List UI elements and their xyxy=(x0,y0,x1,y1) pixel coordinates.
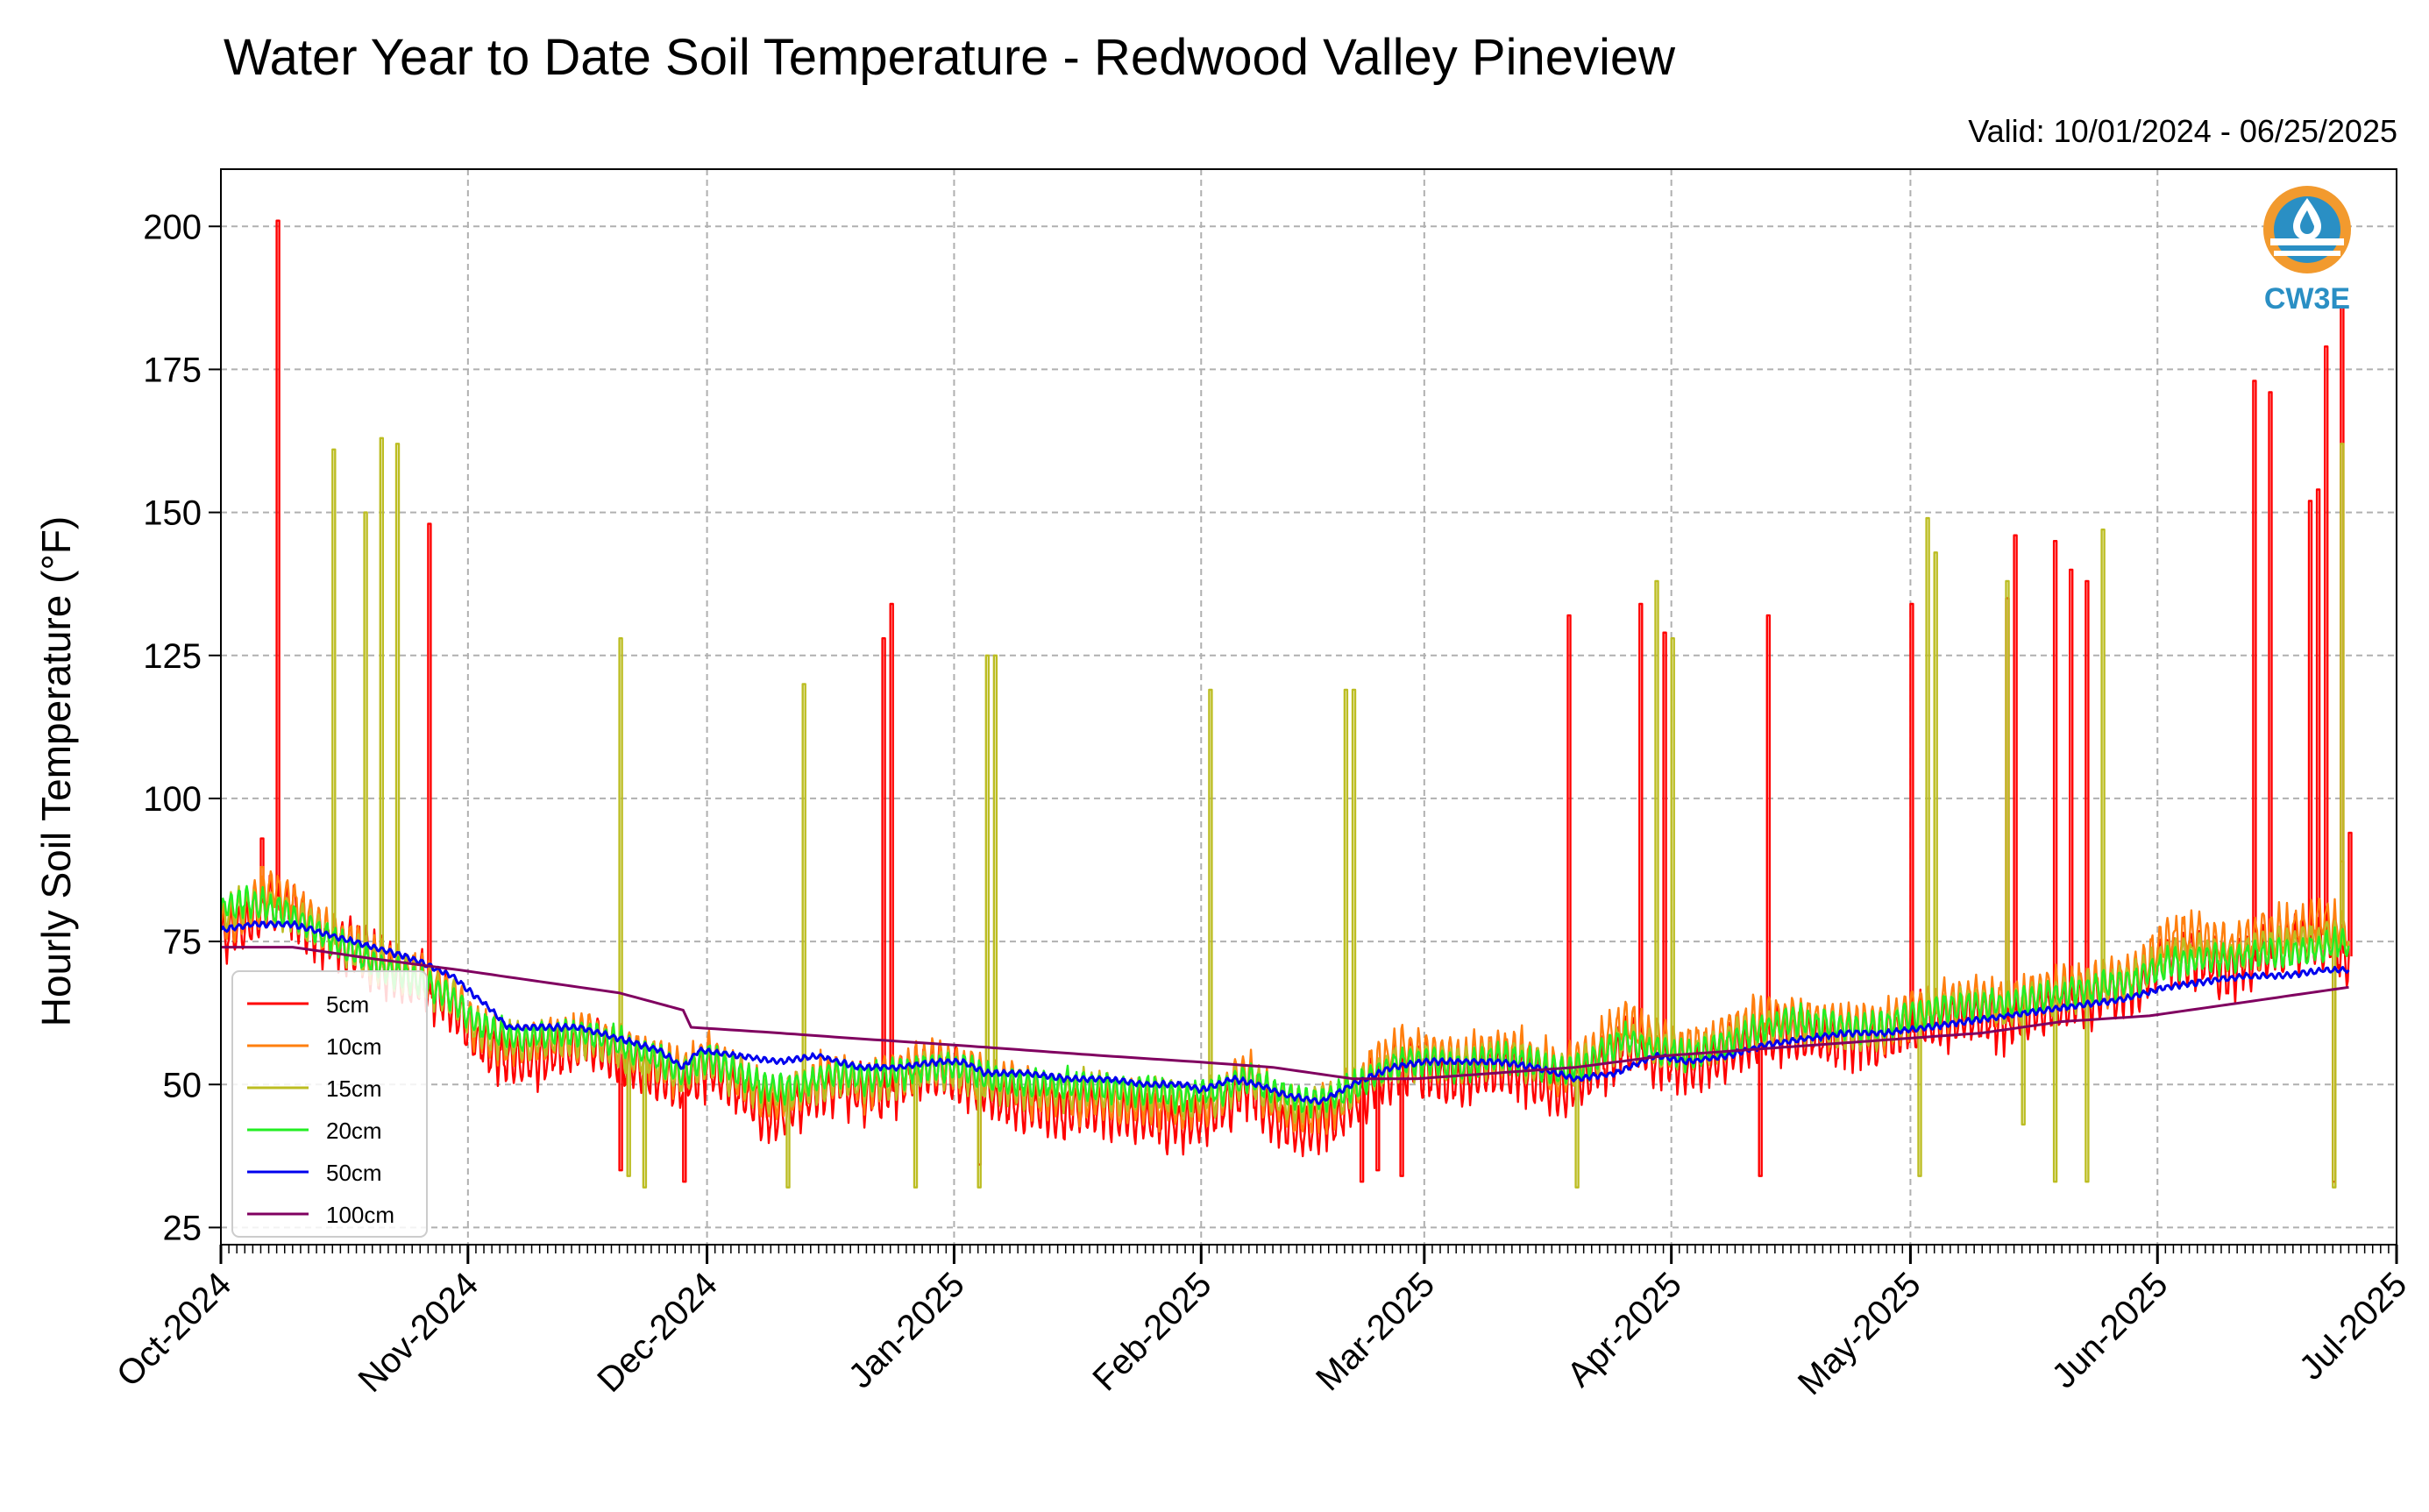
x-tick-label: Jul-2025 xyxy=(2292,1265,2415,1388)
series-line-50cm xyxy=(221,919,2350,1105)
legend-label-20cm: 20cm xyxy=(326,1118,382,1144)
plot-area xyxy=(220,168,2397,1246)
x-tick-label: Dec-2024 xyxy=(590,1265,725,1400)
plot-frame xyxy=(220,168,2397,1246)
x-tick-label: Nov-2024 xyxy=(351,1265,486,1400)
y-tick-label: 100 xyxy=(143,780,202,819)
x-tick-label: May-2025 xyxy=(1791,1265,1928,1402)
y-axis-label: Hourly Soil Temperature (°F) xyxy=(33,516,79,1027)
x-axis: Oct-2024 Nov-2024 Dec-2024 Jan-2025 Feb-2025… xyxy=(110,1245,2414,1402)
legend-label-5cm: 5cm xyxy=(326,991,369,1018)
y-tick-label: 175 xyxy=(143,351,202,389)
y-tick-label: 125 xyxy=(143,637,202,676)
x-tick-label: Feb-2025 xyxy=(1085,1265,1218,1398)
chart-title: Water Year to Date Soil Temperature - Re… xyxy=(224,29,1676,86)
x-tick-label: Apr-2025 xyxy=(1560,1265,1689,1394)
x-tick-label: Mar-2025 xyxy=(1309,1265,1442,1398)
y-tick-label: 150 xyxy=(143,494,202,533)
plot-background xyxy=(221,169,2397,1245)
legend-label-15cm: 15cm xyxy=(326,1075,382,1102)
legend-label-10cm: 10cm xyxy=(326,1033,382,1060)
y-axis: 25 50 75 100 125 150 175 200 xyxy=(143,208,221,1247)
x-tick-label: Jun-2025 xyxy=(2045,1265,2176,1395)
logo-wave-2 xyxy=(2274,251,2340,256)
logo-drop-inner-icon xyxy=(2300,210,2314,234)
logo-text: CW3E xyxy=(2264,282,2350,316)
legend: 5cm 10cm 15cm 20cm 50cm 100cm xyxy=(231,970,428,1238)
series-group xyxy=(221,219,2353,1189)
x-tick-label: Oct-2024 xyxy=(110,1265,238,1394)
legend-box xyxy=(231,970,428,1238)
cw3e-logo: CW3E xyxy=(2263,186,2351,316)
y-tick-label: 50 xyxy=(163,1066,202,1104)
x-tick-label: Jan-2025 xyxy=(842,1265,972,1395)
legend-label-50cm: 50cm xyxy=(326,1160,382,1186)
logo-wave-1 xyxy=(2270,238,2344,245)
y-tick-label: 75 xyxy=(163,923,202,962)
series-line-100cm xyxy=(221,946,2349,1081)
y-tick-label: 25 xyxy=(163,1209,202,1247)
legend-label-100cm: 100cm xyxy=(326,1202,394,1228)
chart-subtitle: Valid: 10/01/2024 - 06/25/2025 xyxy=(1968,113,2397,149)
y-tick-label: 200 xyxy=(143,208,202,246)
